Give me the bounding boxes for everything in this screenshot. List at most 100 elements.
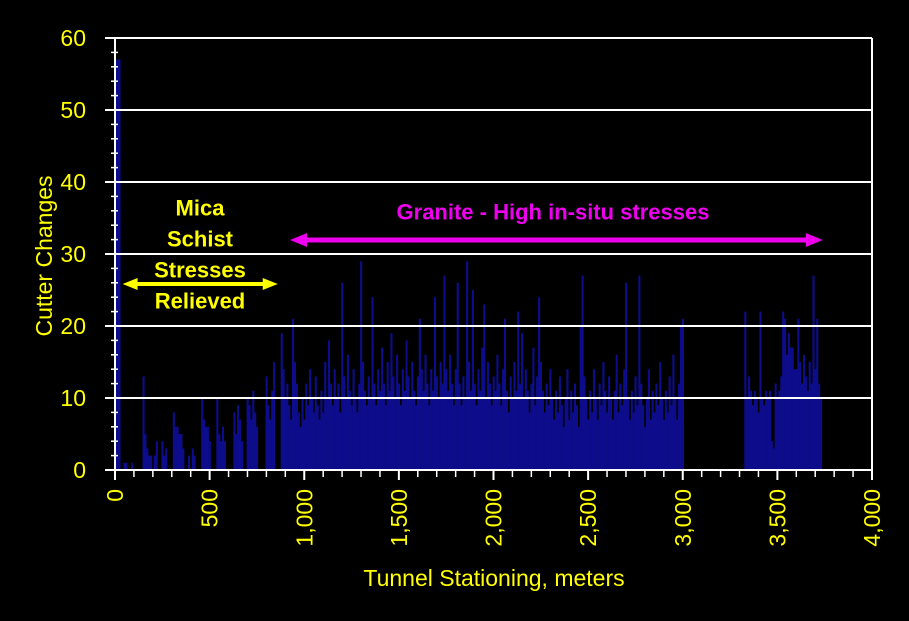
bar bbox=[528, 412, 531, 470]
bar bbox=[125, 462, 128, 470]
bar bbox=[749, 390, 753, 470]
bar bbox=[452, 405, 455, 470]
bar bbox=[653, 412, 656, 470]
bar bbox=[814, 369, 817, 470]
bar bbox=[265, 376, 268, 470]
bar bbox=[475, 405, 478, 470]
bar bbox=[502, 369, 505, 470]
bar bbox=[784, 318, 787, 470]
bar bbox=[636, 405, 639, 470]
bar bbox=[632, 412, 635, 470]
granite-high-stress-arrow-right-head bbox=[805, 233, 823, 247]
bar bbox=[443, 275, 446, 470]
bar bbox=[348, 390, 351, 470]
x-tick-label: 2,000 bbox=[481, 489, 507, 547]
bar bbox=[573, 383, 577, 470]
bar bbox=[770, 441, 773, 470]
bar bbox=[322, 412, 325, 470]
y-tick-label: 10 bbox=[60, 385, 86, 411]
bar bbox=[320, 390, 323, 470]
bar bbox=[297, 412, 300, 470]
bar bbox=[488, 383, 491, 470]
bar bbox=[505, 390, 508, 470]
bar bbox=[547, 405, 550, 470]
bar bbox=[818, 383, 821, 470]
bar bbox=[312, 412, 315, 470]
bar bbox=[363, 390, 367, 470]
x-axis-title: Tunnel Stationing, meters bbox=[363, 565, 624, 591]
bar bbox=[284, 398, 287, 470]
bar bbox=[477, 369, 480, 470]
bar bbox=[744, 311, 747, 470]
bar bbox=[358, 383, 361, 470]
bar bbox=[375, 405, 378, 470]
annotation-arrows-layer bbox=[122, 233, 823, 290]
bar bbox=[310, 398, 314, 470]
bar bbox=[420, 369, 423, 470]
y-tick-label: 40 bbox=[60, 169, 86, 195]
bar bbox=[394, 398, 397, 470]
bar bbox=[293, 362, 296, 470]
bar bbox=[362, 362, 365, 470]
bar bbox=[617, 412, 620, 470]
bar bbox=[424, 354, 427, 470]
bar bbox=[568, 419, 571, 470]
bar bbox=[668, 376, 671, 470]
bar bbox=[286, 383, 289, 470]
bar bbox=[498, 383, 501, 470]
bar bbox=[326, 398, 329, 470]
bar bbox=[486, 362, 490, 470]
bar bbox=[802, 354, 806, 470]
bar bbox=[513, 362, 516, 470]
bar bbox=[256, 426, 259, 470]
bar bbox=[433, 297, 437, 470]
bar bbox=[174, 426, 177, 470]
granite-high-stress-arrow-left-head bbox=[290, 233, 308, 247]
bar bbox=[534, 405, 537, 470]
bar bbox=[623, 369, 626, 470]
bar bbox=[303, 419, 306, 470]
bar bbox=[428, 405, 431, 470]
bar bbox=[560, 405, 563, 470]
bar bbox=[503, 318, 507, 470]
bar bbox=[437, 398, 440, 470]
bar bbox=[558, 376, 561, 470]
bar bbox=[233, 412, 236, 470]
bar bbox=[329, 383, 332, 470]
granite-annotation: Granite - High in-situ stresses bbox=[397, 200, 710, 225]
bar bbox=[604, 390, 607, 470]
bar bbox=[273, 362, 276, 470]
bar bbox=[651, 390, 654, 470]
bar bbox=[799, 362, 802, 470]
y-tick-label: 60 bbox=[60, 25, 86, 51]
bar bbox=[479, 390, 482, 470]
bar bbox=[460, 405, 463, 470]
bar bbox=[674, 398, 677, 470]
bar bbox=[445, 369, 448, 470]
bar bbox=[806, 390, 809, 470]
bar bbox=[371, 297, 374, 470]
bar bbox=[447, 390, 450, 470]
bar bbox=[382, 383, 385, 470]
bar bbox=[494, 390, 497, 470]
bar bbox=[551, 398, 554, 470]
bar bbox=[335, 398, 338, 470]
bar bbox=[339, 412, 342, 470]
x-tick-label: 500 bbox=[197, 489, 223, 527]
bar bbox=[793, 369, 796, 470]
bar bbox=[237, 405, 240, 470]
bar bbox=[327, 340, 331, 470]
bar bbox=[418, 318, 421, 470]
bar bbox=[343, 376, 346, 470]
bar bbox=[468, 362, 471, 470]
bar bbox=[191, 448, 194, 470]
y-axis-title: Cutter Changes bbox=[31, 175, 57, 336]
bar bbox=[324, 362, 327, 470]
bar bbox=[619, 383, 622, 470]
bar bbox=[820, 398, 823, 470]
bar bbox=[638, 275, 641, 470]
bar bbox=[464, 398, 467, 470]
bar bbox=[755, 398, 758, 470]
bar bbox=[466, 261, 469, 470]
